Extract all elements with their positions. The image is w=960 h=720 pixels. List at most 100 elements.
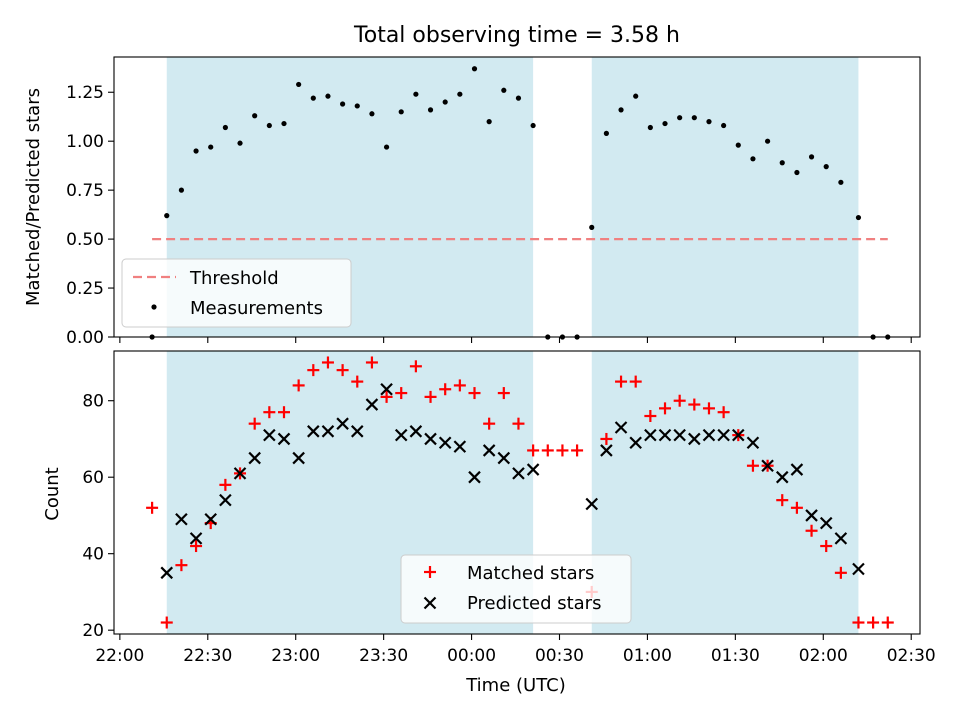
measurement-point bbox=[764, 138, 771, 144]
predicted-star-point bbox=[438, 436, 452, 450]
cross-bar bbox=[673, 428, 686, 442]
measurement-point bbox=[618, 107, 624, 113]
cross-bar bbox=[790, 463, 804, 476]
top-axes-frame bbox=[113, 56, 921, 338]
legend-plus-marker bbox=[424, 566, 436, 578]
predicted-stars-points bbox=[160, 382, 865, 580]
predicted-star-point bbox=[350, 425, 364, 438]
predicted-star-point bbox=[497, 451, 511, 465]
cross-bar bbox=[263, 428, 276, 442]
x-tick-label: 23:00 bbox=[271, 646, 320, 666]
predicted-star-point bbox=[702, 428, 716, 442]
top-measurement-points bbox=[149, 66, 891, 340]
bottom-y-tick-label: 20 bbox=[82, 621, 104, 641]
measurement-point bbox=[325, 93, 331, 99]
predicted-star-point bbox=[482, 444, 496, 457]
predicted-star-point bbox=[805, 509, 818, 522]
cross-bar bbox=[585, 497, 599, 511]
matched-star-point bbox=[146, 501, 159, 514]
top-y-axis-label: Matched/Predicted stars bbox=[23, 88, 44, 306]
matched-star-point bbox=[776, 494, 789, 507]
predicted-star-point bbox=[600, 444, 613, 457]
matched-star-point bbox=[867, 616, 880, 629]
predicted-star-point bbox=[277, 432, 291, 446]
matched-star-point bbox=[468, 387, 481, 400]
predicted-star-point bbox=[321, 425, 335, 438]
top-y-ticks: 0.00 0.25 0.50 0.75 1.00 1.25 bbox=[66, 83, 114, 348]
matched-star-point bbox=[365, 356, 378, 369]
cross-bar bbox=[394, 428, 408, 442]
predicted-star-point bbox=[688, 432, 701, 446]
cross-bar bbox=[380, 382, 393, 396]
predicted-star-point bbox=[819, 516, 833, 530]
measurement-point bbox=[164, 213, 170, 219]
measurement-point bbox=[208, 144, 214, 150]
bottom-y-tick-label: 40 bbox=[82, 545, 104, 565]
matched-star-point bbox=[336, 364, 349, 377]
predicted-star-point bbox=[453, 440, 467, 453]
matched-star-point bbox=[688, 398, 701, 411]
bottom-y-axis-label: Count bbox=[42, 467, 63, 520]
cross-bar bbox=[350, 425, 364, 438]
matched-star-point bbox=[409, 360, 422, 373]
measurement-point bbox=[237, 140, 243, 146]
matched-star-point bbox=[790, 501, 803, 514]
matched-star-point bbox=[527, 444, 540, 457]
measurement-point bbox=[589, 224, 595, 230]
measurement-point bbox=[735, 142, 741, 148]
matched-star-point bbox=[321, 356, 334, 369]
bottom-legend: Matched stars Predicted stars bbox=[400, 554, 632, 624]
predicted-star-point bbox=[644, 428, 657, 442]
measurement-point bbox=[823, 164, 829, 170]
predicted-star-point bbox=[658, 428, 672, 442]
cross-bar bbox=[189, 532, 203, 545]
cross-bar bbox=[526, 463, 540, 476]
top-y-tick-label: 1.25 bbox=[66, 83, 104, 103]
predicted-star-point bbox=[263, 428, 276, 442]
matched-star-point bbox=[190, 540, 203, 553]
cross-bar bbox=[336, 417, 349, 430]
legend-matched-label: Matched stars bbox=[467, 563, 594, 584]
matched-star-point bbox=[439, 383, 452, 396]
measurement-point bbox=[398, 109, 404, 115]
matched-star-point bbox=[571, 444, 584, 457]
predicted-star-point bbox=[204, 512, 217, 526]
x-tick-label: 01:00 bbox=[623, 646, 672, 666]
cross-bar bbox=[175, 512, 188, 526]
measurement-point bbox=[354, 103, 360, 109]
cross-bar bbox=[614, 421, 628, 434]
measurement-point bbox=[501, 87, 507, 93]
cross-bar bbox=[746, 436, 760, 450]
measurement-point bbox=[779, 160, 785, 166]
cross-bar bbox=[702, 428, 716, 442]
predicted-star-point bbox=[233, 467, 247, 480]
cross-bar bbox=[644, 428, 657, 442]
matched-star-point bbox=[834, 566, 847, 579]
predicted-star-point bbox=[219, 493, 232, 507]
top-x-ticks bbox=[119, 337, 912, 343]
measurement-point bbox=[515, 95, 522, 101]
predicted-star-point bbox=[292, 451, 305, 465]
matched-star-point bbox=[659, 402, 672, 415]
cross-bar bbox=[717, 428, 730, 442]
cross-bar bbox=[424, 432, 437, 446]
predicted-star-point bbox=[307, 425, 320, 438]
matched-stars-points bbox=[146, 356, 894, 629]
predicted-star-point bbox=[512, 467, 525, 480]
measurement-point bbox=[340, 101, 346, 107]
predicted-star-point bbox=[409, 425, 423, 438]
cross-bar bbox=[761, 459, 774, 473]
matched-star-point bbox=[219, 478, 232, 491]
predicted-star-point bbox=[189, 532, 203, 545]
measurement-point bbox=[677, 115, 683, 121]
matched-star-point bbox=[175, 559, 188, 572]
cross-bar bbox=[409, 425, 423, 438]
matched-star-point bbox=[805, 524, 818, 537]
matched-star-point bbox=[881, 616, 894, 629]
matched-star-point bbox=[497, 387, 510, 400]
measurement-point bbox=[647, 124, 653, 131]
observing-window bbox=[591, 351, 859, 634]
measurement-point bbox=[281, 120, 287, 127]
predicted-star-point bbox=[585, 497, 599, 511]
cross-bar bbox=[600, 444, 613, 457]
